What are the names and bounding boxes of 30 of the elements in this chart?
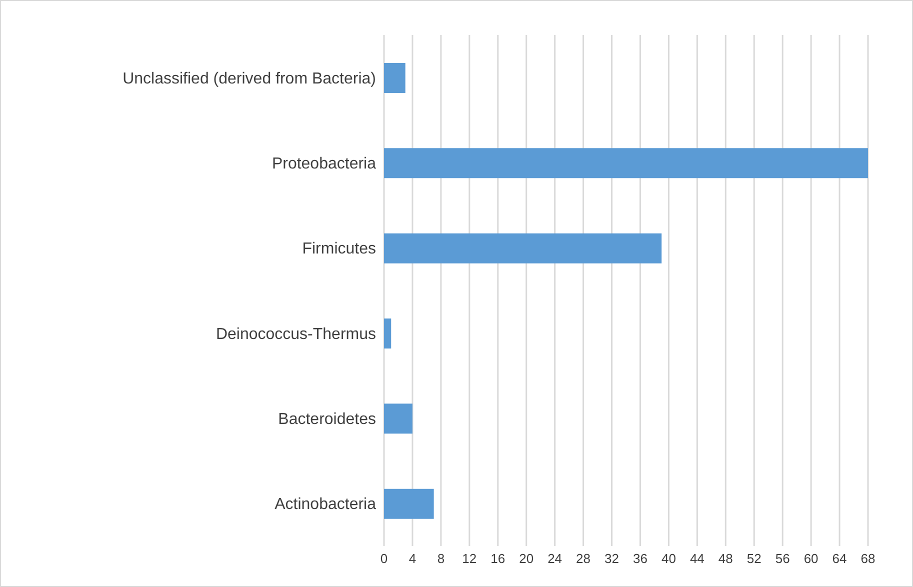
bar	[384, 488, 434, 519]
y-tick-label: Proteobacteria	[272, 155, 376, 172]
x-tick-label: 36	[633, 551, 648, 566]
y-tick-label: Bacteroidetes	[278, 410, 376, 428]
x-tick-label: 64	[832, 551, 847, 566]
x-tick-label: 52	[746, 551, 762, 566]
x-tick-label: 28	[576, 551, 591, 566]
x-tick-label: 0	[380, 551, 388, 566]
x-tick-label: 8	[437, 551, 445, 566]
bar	[384, 318, 392, 348]
x-tick-label: 4	[408, 551, 416, 566]
x-tick-label: 24	[548, 551, 562, 566]
x-tick-label: 16	[490, 551, 506, 566]
y-tick-label: Deinococcus-Thermus	[216, 326, 376, 343]
x-tick-label: 48	[718, 551, 733, 566]
bar	[384, 233, 662, 264]
x-tick-label: 56	[775, 551, 790, 566]
x-tick-label: 32	[604, 551, 619, 566]
x-tick-label: 20	[519, 551, 534, 566]
x-tick-label: 40	[661, 551, 676, 566]
y-tick-label: Firmicutes	[302, 240, 376, 258]
x-tick-label: 44	[690, 551, 704, 566]
y-tick-label: Actinobacteria	[274, 496, 376, 514]
bar	[384, 63, 406, 93]
bar	[384, 404, 412, 434]
x-tick-label: 12	[462, 551, 477, 566]
bar	[384, 148, 868, 178]
y-tick-label: Unclassified (derived from Bacteria)	[122, 70, 376, 88]
x-tick-label: 60	[804, 551, 818, 566]
x-tick-label: 68	[860, 551, 876, 566]
